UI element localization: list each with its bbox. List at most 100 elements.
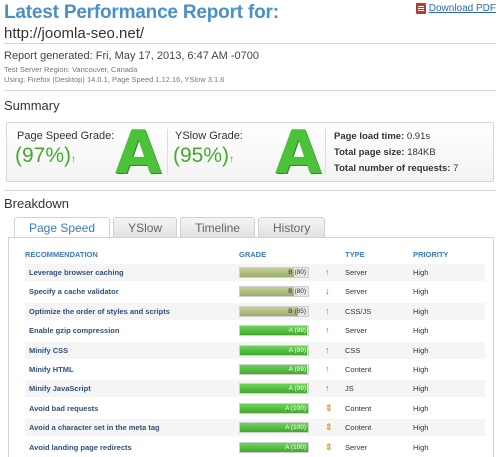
recommendation-priority: High — [413, 403, 429, 413]
recommendations-panel: RECOMMENDATION GRADE TYPE PRIORITY Lever… — [8, 237, 494, 457]
recommendation-type: Server — [345, 442, 368, 452]
summary-bottom-divider — [4, 190, 496, 191]
col-priority[interactable]: PRIORITY — [413, 250, 449, 259]
pagespeed-grade-letter: A — [115, 118, 162, 188]
trend-arrow-icon: ↑ — [325, 325, 330, 336]
table-row[interactable]: Specify a cache validator B (80) ↓ Server Hi… — [25, 283, 485, 300]
download-pdf-link[interactable]: Download PDF — [415, 3, 496, 14]
grade-bar: A (99) — [239, 325, 309, 337]
trend-arrow-icon: ↑ — [325, 267, 330, 277]
table-row[interactable]: Leverage browser caching B (80) ↑ Server Hig… — [25, 264, 485, 281]
grade-bar-fill — [240, 384, 308, 394]
grade-score: B (80) — [288, 288, 306, 296]
table-row[interactable]: Avoid bad requests A (100) ⇕ Content High — [25, 400, 485, 417]
trend-arrow-icon: ↑ — [325, 305, 330, 316]
recommendation-type: Content — [345, 365, 372, 374]
summary-divider — [325, 129, 326, 175]
tab-yslow[interactable]: YSlow — [113, 217, 178, 237]
pagespeed-grade-label: Page Speed Grade: — [17, 130, 115, 142]
recommendation-name[interactable]: Avoid landing page redirects — [29, 442, 132, 452]
recommendation-priority: High — [413, 287, 429, 297]
grade-bar: A (99) — [239, 364, 309, 375]
col-recommendation[interactable]: RECOMMENDATION — [25, 250, 98, 259]
recommendation-name[interactable]: Enable gzip compression — [29, 326, 120, 336]
meta-divider — [4, 90, 496, 91]
up-arrow-icon: ↑ — [229, 154, 235, 165]
grade-score: A (99) — [288, 366, 306, 373]
grade-bar: B (80) — [239, 267, 309, 278]
requests-value: 7 — [453, 163, 459, 174]
recommendation-type: Content — [345, 423, 372, 433]
recommendation-name[interactable]: Optimize the order of styles and scripts — [29, 306, 170, 316]
trend-arrow-icon: ⇕ — [325, 441, 333, 452]
recommendation-priority: High — [413, 423, 429, 433]
recommendation-name[interactable]: Avoid bad requests — [29, 403, 99, 413]
recommendation-name[interactable]: Specify a cache validator — [29, 287, 119, 297]
summary-panel: Page Speed Grade: (97%)↑ A YSlow Grade: … — [6, 118, 494, 188]
recommendation-priority: High — [413, 306, 429, 316]
grade-bar: A (99) — [239, 383, 309, 395]
grade-score: B (85) — [288, 307, 306, 315]
recommendation-priority: High — [413, 384, 429, 394]
trend-arrow-icon: ↑ — [325, 383, 330, 394]
report-generated: Report generated: Fri, May 17, 2013, 6:4… — [4, 50, 259, 62]
summary-divider — [167, 129, 168, 175]
yslow-grade-value: (95%)↑ — [173, 144, 235, 167]
grade-bar-fill — [240, 345, 308, 355]
test-using: Using: Firefox (Desktop) 14.0.1, Page Sp… — [4, 75, 225, 84]
grade-bar: A (100) — [239, 441, 309, 453]
page-title: Latest Performance Report for: — [4, 2, 279, 23]
grade-bar-fill — [240, 365, 308, 374]
page-stats: Page load time: 0.91s Total page size: 1… — [334, 129, 458, 177]
recommendation-priority: High — [413, 365, 429, 374]
recommendation-type: Server — [345, 326, 368, 336]
trend-arrow-icon: ↑ — [325, 344, 330, 355]
grade-bar-fill — [240, 442, 308, 452]
recommendation-name[interactable]: Minify JavaScript — [29, 384, 91, 394]
table-row[interactable]: Minify CSS A (99) ↑ CSS High — [25, 341, 485, 359]
trend-arrow-icon: ⇕ — [325, 422, 333, 433]
breakdown-heading: Breakdown — [4, 196, 70, 211]
summary-heading: Summary — [4, 98, 60, 113]
breakdown-tabs: Page Speed YSlow Timeline History — [14, 217, 326, 238]
col-type[interactable]: TYPE — [345, 250, 365, 259]
grade-bar: A (99) — [239, 344, 309, 356]
requests-label: Total number of requests: — [334, 163, 451, 174]
recommendation-type: CSS/JS — [345, 306, 372, 316]
trend-arrow-icon: ↑ — [325, 364, 330, 374]
recommendation-type: CSS — [345, 345, 361, 355]
recommendation-name[interactable]: Minify HTML — [29, 365, 74, 374]
table-row[interactable]: Enable gzip compression A (99) ↑ Server High — [25, 322, 485, 339]
header-divider — [4, 43, 496, 44]
recommendation-priority: High — [413, 268, 429, 277]
trend-arrow-icon: ⇕ — [325, 402, 333, 413]
tab-history[interactable]: History — [257, 217, 326, 237]
tab-page-speed[interactable]: Page Speed — [14, 217, 111, 238]
table-row[interactable]: Optimize the order of styles and scripts… — [25, 302, 485, 320]
load-time-label: Page load time: — [334, 131, 405, 142]
grade-bar: A (100) — [239, 422, 309, 434]
col-grade[interactable]: GRADE — [239, 250, 267, 259]
recommendation-name[interactable]: Avoid a character set in the meta tag — [29, 423, 160, 433]
table-row[interactable]: Minify HTML A (99) ↑ Content High — [25, 361, 485, 378]
grade-bar: B (80) — [239, 286, 309, 298]
page-size-value: 184KB — [407, 147, 436, 158]
page-size-label: Total page size: — [334, 147, 405, 158]
pagespeed-grade-value: (97%)↑ — [15, 144, 77, 167]
report-meta: Report generated: Fri, May 17, 2013, 6:4… — [4, 50, 259, 85]
recommendation-priority: High — [413, 442, 429, 452]
grade-bar: B (85) — [239, 305, 309, 317]
grade-score: A (100) — [285, 443, 306, 451]
grade-score: A (99) — [288, 385, 306, 393]
tab-timeline[interactable]: Timeline — [180, 217, 255, 237]
table-row[interactable]: Minify JavaScript A (99) ↑ JS High — [25, 380, 485, 398]
trend-arrow-icon: ↓ — [325, 286, 330, 297]
grade-bar: A (100) — [239, 402, 309, 414]
grade-bar-fill — [240, 326, 308, 336]
table-row[interactable]: Avoid a character set in the meta tag A (… — [25, 419, 485, 437]
table-row[interactable]: Avoid landing page redirects A (100) ⇕ Serv… — [25, 439, 485, 456]
recommendation-name[interactable]: Leverage browser caching — [29, 268, 124, 277]
recommendation-name[interactable]: Minify CSS — [29, 345, 69, 355]
grade-bar-fill — [240, 403, 308, 413]
report-header: Latest Performance Report for: http://jo… — [4, 2, 496, 43]
